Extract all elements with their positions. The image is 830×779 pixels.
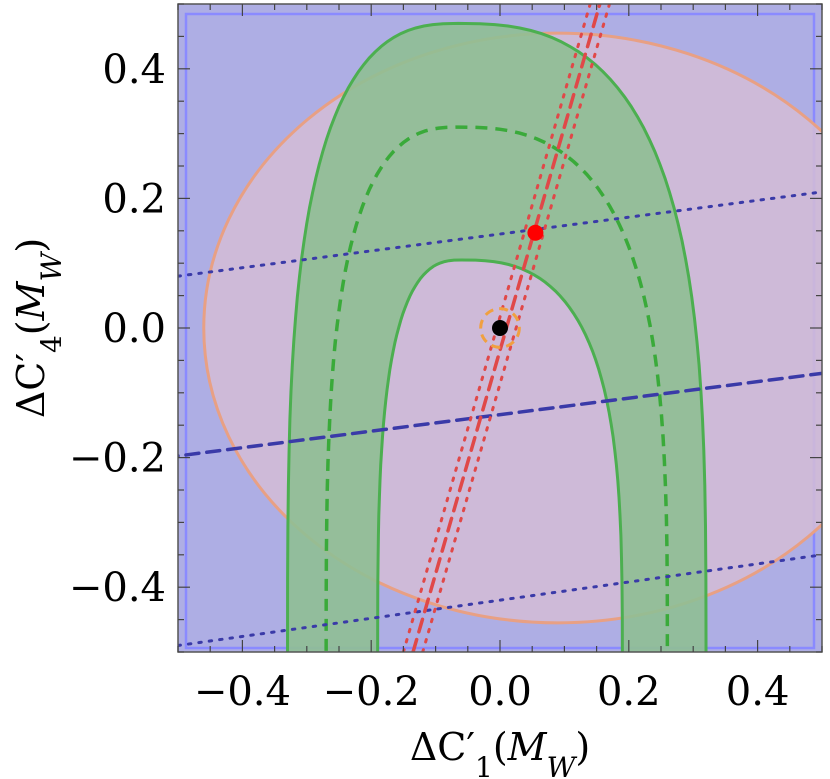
x-axis-label: ΔC′1(MW) (410, 725, 590, 779)
green-central-contour (324, 125, 670, 652)
x-tick-label: −0.2 (323, 669, 420, 715)
y-tick-label: 0.2 (102, 176, 166, 222)
black-point (492, 320, 508, 336)
y-tick-label: 0.4 (102, 47, 166, 93)
x-tick-label: 0.4 (726, 669, 790, 715)
y-axis-label: ΔC′4(MW) (9, 238, 68, 418)
red-dotted-line-5 (421, 4, 611, 652)
blue-dashed-line-0 (178, 371, 822, 458)
x-tick-label: 0.2 (597, 669, 661, 715)
x-tick-label: −0.4 (194, 669, 291, 715)
y-tick-label: −0.2 (69, 436, 166, 482)
blue-dotted-line-1 (178, 190, 822, 278)
plot-area (178, 4, 822, 652)
x-tick-label: 0.0 (468, 669, 532, 715)
red-point (527, 224, 544, 241)
points-group (492, 224, 544, 336)
orange-dashed-circle (479, 307, 521, 349)
green-band-region (286, 21, 708, 652)
axis-tick-labels: −0.4 −0.2 0.0 0.2 0.4 −0.4 −0.2 0.0 0.2 0.4 (69, 47, 790, 715)
axis-ticks (177, 3, 823, 653)
y-tick-label: −0.4 (69, 565, 166, 611)
y-tick-label: 0.0 (102, 306, 166, 352)
blue-dotted-line-2 (178, 553, 822, 648)
